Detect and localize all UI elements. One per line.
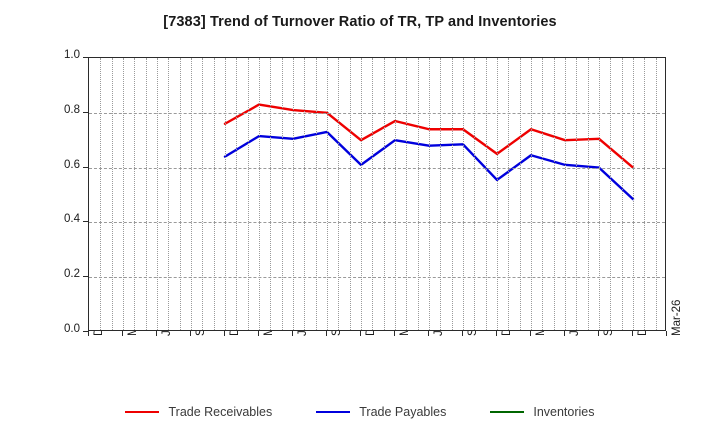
x-axis-tick-mark xyxy=(326,331,327,336)
x-axis-tick-mark xyxy=(632,331,633,336)
legend-color-swatch xyxy=(125,411,160,413)
chart-legend: Trade Receivables Trade Payables Inventori… xyxy=(0,405,720,419)
x-axis-tick-mark xyxy=(88,331,89,336)
y-axis-tick-mark xyxy=(83,276,88,278)
y-axis-tick-label: 0.8 xyxy=(64,103,80,116)
x-axis-tick-mark xyxy=(598,331,599,336)
y-axis-tick-label: 0.6 xyxy=(64,158,80,171)
legend-color-swatch xyxy=(490,411,525,413)
x-axis-tick-label: Mar-26 xyxy=(671,299,683,336)
plot-area xyxy=(88,57,666,331)
x-axis-tick-mark xyxy=(530,331,531,336)
x-axis-tick-mark xyxy=(394,331,395,336)
x-axis-tick-mark xyxy=(156,331,157,336)
legend-label: Inventories xyxy=(533,405,595,419)
legend-item[interactable]: Trade Payables xyxy=(316,405,446,419)
x-axis-tick-mark xyxy=(360,331,361,336)
x-axis-tick-mark xyxy=(666,331,667,336)
y-axis-tick-mark xyxy=(83,331,88,332)
series-lines xyxy=(223,103,635,201)
y-axis-tick-mark xyxy=(83,57,88,58)
y-axis-tick-mark xyxy=(83,166,88,168)
y-axis-tick-label: 1.0 xyxy=(64,49,80,61)
x-axis-tick-mark xyxy=(122,331,123,336)
legend-color-swatch xyxy=(316,411,351,413)
y-axis-tick-label: 0.0 xyxy=(64,323,80,335)
legend-item[interactable]: Inventories xyxy=(490,405,595,419)
y-axis-tick-label: 0.4 xyxy=(64,213,80,226)
legend-item[interactable]: Trade Receivables xyxy=(125,405,272,419)
series-line xyxy=(223,130,635,201)
legend-label: Trade Receivables xyxy=(168,405,273,419)
y-axis-tick-label: 0.2 xyxy=(64,268,80,281)
x-axis-tick-mark xyxy=(292,331,293,336)
x-axis-tick-mark xyxy=(258,331,259,336)
y-axis-tick-mark xyxy=(83,221,88,223)
x-axis-tick-mark xyxy=(428,331,429,336)
series-line xyxy=(223,103,635,169)
y-axis-tick-mark xyxy=(83,111,88,113)
x-axis-tick-mark xyxy=(190,331,191,336)
legend-label: Trade Payables xyxy=(359,405,447,419)
x-axis-tick-mark xyxy=(462,331,463,336)
x-axis-tick-mark xyxy=(496,331,497,336)
x-axis-tick-mark xyxy=(564,331,565,336)
page-title: [7383] Trend of Turnover Ratio of TR, TP… xyxy=(163,14,557,30)
x-axis-tick-mark xyxy=(224,331,225,336)
